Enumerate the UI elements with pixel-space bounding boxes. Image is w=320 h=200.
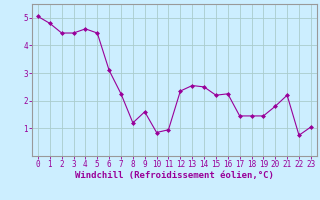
X-axis label: Windchill (Refroidissement éolien,°C): Windchill (Refroidissement éolien,°C) <box>75 171 274 180</box>
